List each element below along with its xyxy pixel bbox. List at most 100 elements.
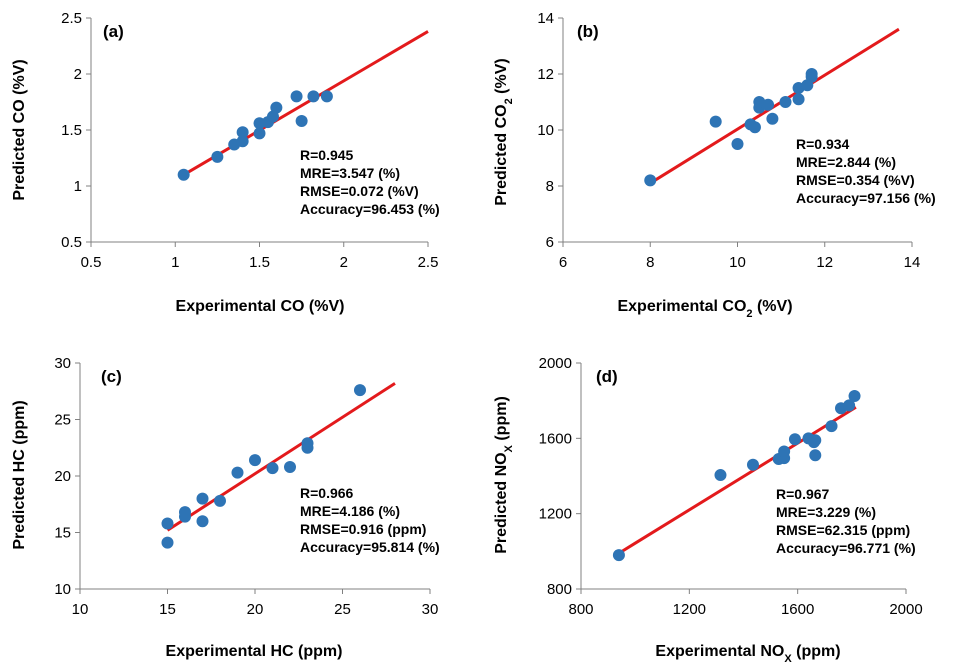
stat-line: RMSE=0.072 (%V) xyxy=(300,183,419,199)
y-axis-title-main: Predicted HC (ppm) xyxy=(11,400,28,549)
data-point xyxy=(766,112,779,125)
data-point xyxy=(809,449,822,462)
stat-line: MRE=3.229 (%) xyxy=(776,504,876,520)
x-tick-label: 2.5 xyxy=(418,254,439,271)
data-point xyxy=(779,96,792,108)
y-tick-label: 12 xyxy=(537,66,554,83)
y-tick-label: 1 xyxy=(74,178,82,195)
regression-line xyxy=(182,30,429,177)
data-point xyxy=(746,458,759,471)
data-point xyxy=(714,469,727,482)
y-tick-label: 8 xyxy=(546,178,554,195)
panel-label: (c) xyxy=(101,367,122,386)
data-point xyxy=(709,115,722,128)
x-tick-label: 8 xyxy=(646,254,654,271)
scatter-panel-3: 10 15 20 25 30 10 15 20 25 30 (c) R=0.966 MRE=4.186 … xyxy=(11,355,440,660)
scatter-panel-1: 0.5 1 1.5 2 2.5 0.5 1 1.5 2 2.5 (a) R=0.945 MRE=3.54… xyxy=(11,10,440,315)
x-tick-label: 30 xyxy=(422,601,439,618)
data-point xyxy=(231,466,244,479)
data-point xyxy=(161,536,174,549)
x-tick-label: 2 xyxy=(340,254,348,271)
data-point xyxy=(778,445,791,458)
x-tick-label: 1.5 xyxy=(249,254,270,271)
x-tick-label: 1 xyxy=(171,254,179,271)
stat-line: RMSE=0.354 (%V) xyxy=(796,172,915,188)
x-tick-label: 6 xyxy=(559,254,567,271)
stat-line: RMSE=0.916 (ppm) xyxy=(300,521,426,537)
data-point xyxy=(295,115,308,128)
y-axis-title: Predicted NOX (ppm) xyxy=(493,396,515,554)
data-point xyxy=(354,384,366,397)
y-tick-label: 800 xyxy=(547,581,572,598)
y-tick-label: 30 xyxy=(54,355,71,372)
data-point xyxy=(161,517,174,530)
y-tick-label: 6 xyxy=(546,234,554,251)
stat-line: Accuracy=96.453 (%) xyxy=(300,201,440,217)
data-point xyxy=(748,121,761,134)
x-tick-label: 2000 xyxy=(889,601,922,618)
y-tick-label: 2000 xyxy=(539,355,572,372)
x-tick-label: 14 xyxy=(904,254,921,271)
data-point xyxy=(731,138,744,150)
data-point xyxy=(843,399,856,412)
panel-label: (b) xyxy=(577,22,599,41)
x-tick-label: 0.5 xyxy=(81,254,102,271)
x-tick-label: 1600 xyxy=(781,601,814,618)
x-axis-title-main: Experimental CO xyxy=(617,298,746,315)
y-axis-title: Predicted HC (ppm) xyxy=(11,400,28,549)
x-tick-label: 12 xyxy=(816,254,833,271)
data-point xyxy=(266,462,279,475)
data-point xyxy=(825,420,838,433)
data-point xyxy=(177,168,190,181)
data-point xyxy=(214,494,226,507)
data-point xyxy=(792,93,805,106)
x-axis-title: Experimental CO2 (%V) xyxy=(617,298,792,320)
stat-line: R=0.934 xyxy=(796,136,850,152)
data-point xyxy=(788,433,801,446)
panel-label: (d) xyxy=(596,367,618,386)
stat-line: Accuracy=97.156 (%) xyxy=(796,190,936,206)
x-tick-label: 15 xyxy=(159,601,176,618)
y-tick-label: 20 xyxy=(54,468,71,485)
regression-line xyxy=(649,27,900,185)
data-point xyxy=(320,90,333,103)
x-tick-label: 10 xyxy=(729,254,746,271)
data-point xyxy=(612,549,625,562)
y-axis-title-unit: (ppm) xyxy=(493,396,510,445)
x-axis-title-subscript: X xyxy=(784,653,792,662)
y-axis-title-main: Predicted CO xyxy=(493,104,510,205)
y-tick-label: 1200 xyxy=(539,506,572,523)
x-tick-label: 10 xyxy=(72,601,89,618)
data-point xyxy=(249,454,261,467)
regression-line xyxy=(166,382,396,532)
y-tick-label: 10 xyxy=(54,581,71,598)
data-point xyxy=(284,460,296,473)
y-tick-label: 2 xyxy=(74,66,82,83)
data-point xyxy=(270,101,283,114)
stat-line: MRE=3.547 (%) xyxy=(300,165,400,181)
data-point xyxy=(805,68,818,80)
data-point xyxy=(236,135,249,148)
stat-line: R=0.967 xyxy=(776,486,830,502)
y-tick-label: 10 xyxy=(537,122,554,139)
y-axis-title-subscript: X xyxy=(503,444,515,452)
stat-line: Accuracy=95.814 (%) xyxy=(300,539,440,555)
data-point xyxy=(644,174,657,187)
y-axis-title: Predicted CO2 (%V) xyxy=(493,58,515,205)
data-point xyxy=(290,90,303,103)
data-point xyxy=(762,98,775,111)
y-axis-title: Predicted CO (%V) xyxy=(11,59,28,200)
y-axis-title-main: Predicted CO (%V) xyxy=(11,59,28,200)
y-tick-label: 2.5 xyxy=(61,10,82,27)
y-axis-title-subscript: 2 xyxy=(503,98,515,104)
x-axis-title-subscript: 2 xyxy=(746,308,752,320)
x-axis-title-unit: (ppm) xyxy=(792,643,841,660)
x-tick-label: 25 xyxy=(334,601,351,618)
data-point xyxy=(307,90,320,103)
stat-line: Accuracy=96.771 (%) xyxy=(776,540,916,556)
x-axis-title-main: Experimental HC (ppm) xyxy=(166,643,343,660)
x-axis-title: Experimental HC (ppm) xyxy=(166,643,343,660)
data-point xyxy=(848,389,861,402)
y-axis-title-main: Predicted NO xyxy=(493,452,510,553)
